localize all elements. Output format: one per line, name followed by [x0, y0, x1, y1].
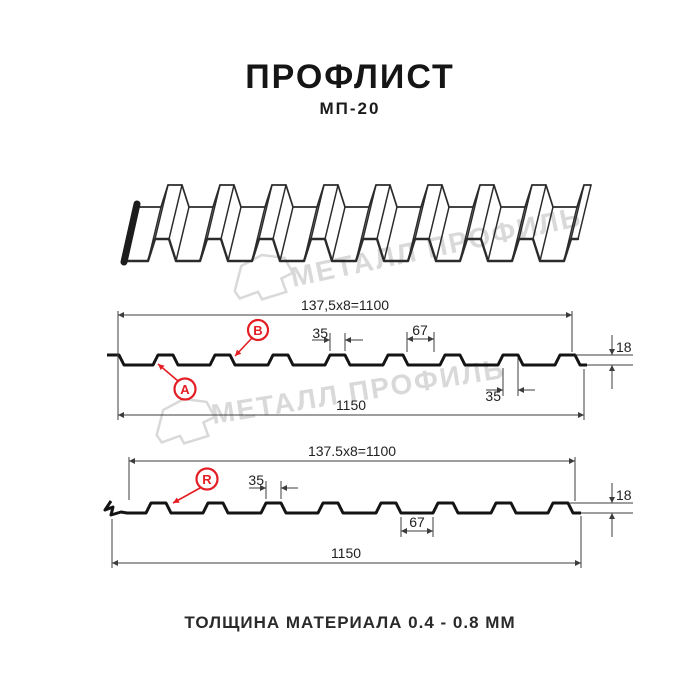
pitch-dimension-label: 137.5x8=1100 [308, 443, 396, 459]
pitch-dimension [128, 457, 576, 501]
callout-a: А [157, 363, 197, 401]
callout-leader [172, 487, 201, 504]
callout-circle [195, 467, 219, 491]
height-dimension-label: 18 [616, 487, 632, 503]
valley-dimension [400, 517, 434, 537]
page-title: ПРОФЛИСТ [245, 58, 455, 96]
rib-top-dimension-label: 35 [312, 325, 328, 341]
overall-width-label: 1150 [331, 545, 361, 561]
callout-leader [234, 337, 253, 357]
brand-logo-watermark-icon [155, 397, 217, 445]
callout-circle [246, 318, 270, 342]
brand-logo-watermark-icon [233, 253, 295, 301]
rib-base-dimension-label: 67 [412, 322, 428, 338]
pitch-dimension-label: 137,5x8=1100 [301, 297, 389, 313]
height-dimension-label: 18 [616, 339, 632, 355]
pitch-dimension [117, 311, 573, 420]
callout-b-label: В [253, 323, 262, 338]
rib-top-dimension-2-label: 35 [485, 388, 501, 404]
profile-model-label: МП-20 [319, 99, 381, 118]
rib-top-dimension [312, 333, 363, 351]
profile-outline [107, 353, 587, 367]
overall-width-dimension [111, 516, 582, 568]
cross-section-r: 137.5x8=1100 35 67 [103, 443, 633, 568]
profile-outline [103, 500, 581, 517]
callout-leader [157, 363, 179, 382]
sheet-perspective-view [120, 184, 592, 266]
callout-circle [173, 377, 197, 401]
sheet-back-edge-profile [136, 184, 592, 208]
callout-r-label: R [202, 472, 212, 487]
height-dimension [575, 335, 633, 389]
rib-top-dimension [249, 481, 298, 499]
brand-watermark-middle: МЕТАЛЛ ПРОФИЛЬ [155, 353, 507, 445]
brand-watermark-top: МЕТАЛЛ ПРОФИЛЬ [233, 201, 585, 301]
callout-b: В [234, 318, 270, 357]
overall-width-label: 1150 [336, 397, 366, 413]
material-thickness-note: ТОЛЩИНА МАТЕРИАЛА 0.4 - 0.8 ММ [184, 613, 516, 632]
sheet-front-edge-profile [122, 237, 580, 263]
cross-section-a: 137,5x8=1100 35 67 [107, 297, 633, 420]
rib-top-dimension-label: 35 [248, 472, 264, 488]
sheet-cut-end-edge [120, 200, 141, 266]
height-dimension [570, 483, 633, 537]
callout-r: R [172, 467, 219, 504]
rib-base-dimension [406, 332, 435, 352]
rib-top-dimension-2 [486, 358, 535, 396]
brand-watermark-text: МЕТАЛЛ ПРОФИЛЬ [288, 201, 585, 293]
overall-width-dimension [118, 369, 585, 420]
valley-dimension-label: 67 [409, 514, 425, 530]
callout-a-label: А [180, 382, 190, 397]
